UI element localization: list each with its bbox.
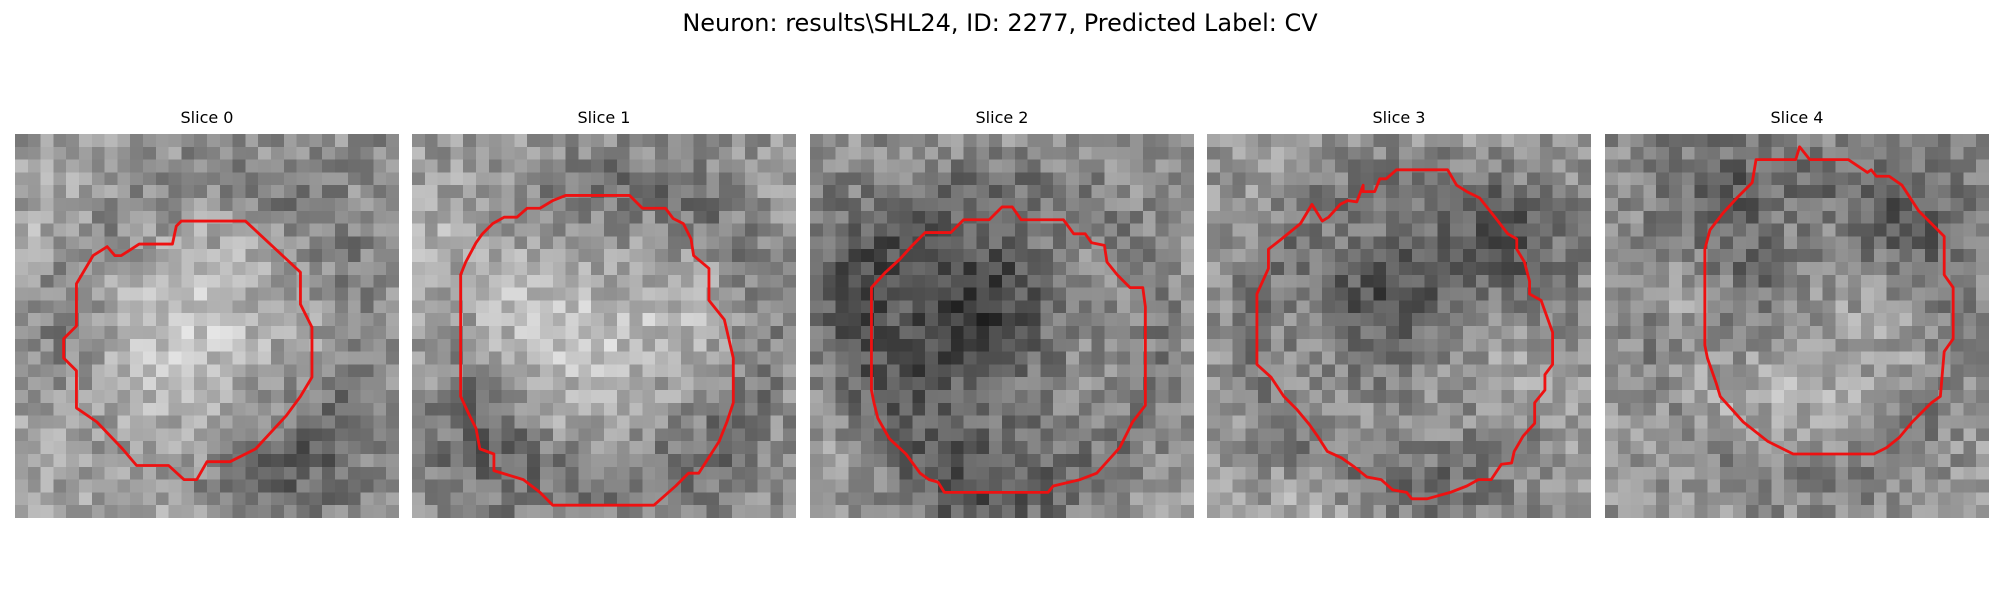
- slice-panel-3: Slice 3: [1207, 108, 1591, 518]
- slice-title: Slice 3: [1372, 108, 1426, 127]
- slice-image: [810, 134, 1194, 518]
- slice-image: [1605, 134, 1989, 518]
- cell-contour: [1703, 145, 1955, 456]
- slice-image: [1207, 134, 1591, 518]
- cell-contour: [870, 205, 1147, 494]
- figure-title: Neuron: results\SHL24, ID: 2277, Predict…: [682, 9, 1318, 37]
- slice-title: Slice 0: [180, 108, 234, 127]
- cell-contour: [1255, 168, 1555, 501]
- slice-title: Slice 2: [975, 108, 1029, 127]
- slice-image: [412, 134, 796, 518]
- slice-image: [15, 134, 399, 518]
- cell-contour: [62, 219, 314, 482]
- slice-panel-2: Slice 2: [810, 108, 1194, 518]
- cell-contour: [459, 194, 735, 507]
- slice-title: Slice 4: [1770, 108, 1824, 127]
- slice-panel-1: Slice 1: [412, 108, 796, 518]
- slice-title: Slice 1: [577, 108, 631, 127]
- slice-panel-4: Slice 4: [1605, 108, 1989, 518]
- slice-panel-0: Slice 0: [15, 108, 399, 518]
